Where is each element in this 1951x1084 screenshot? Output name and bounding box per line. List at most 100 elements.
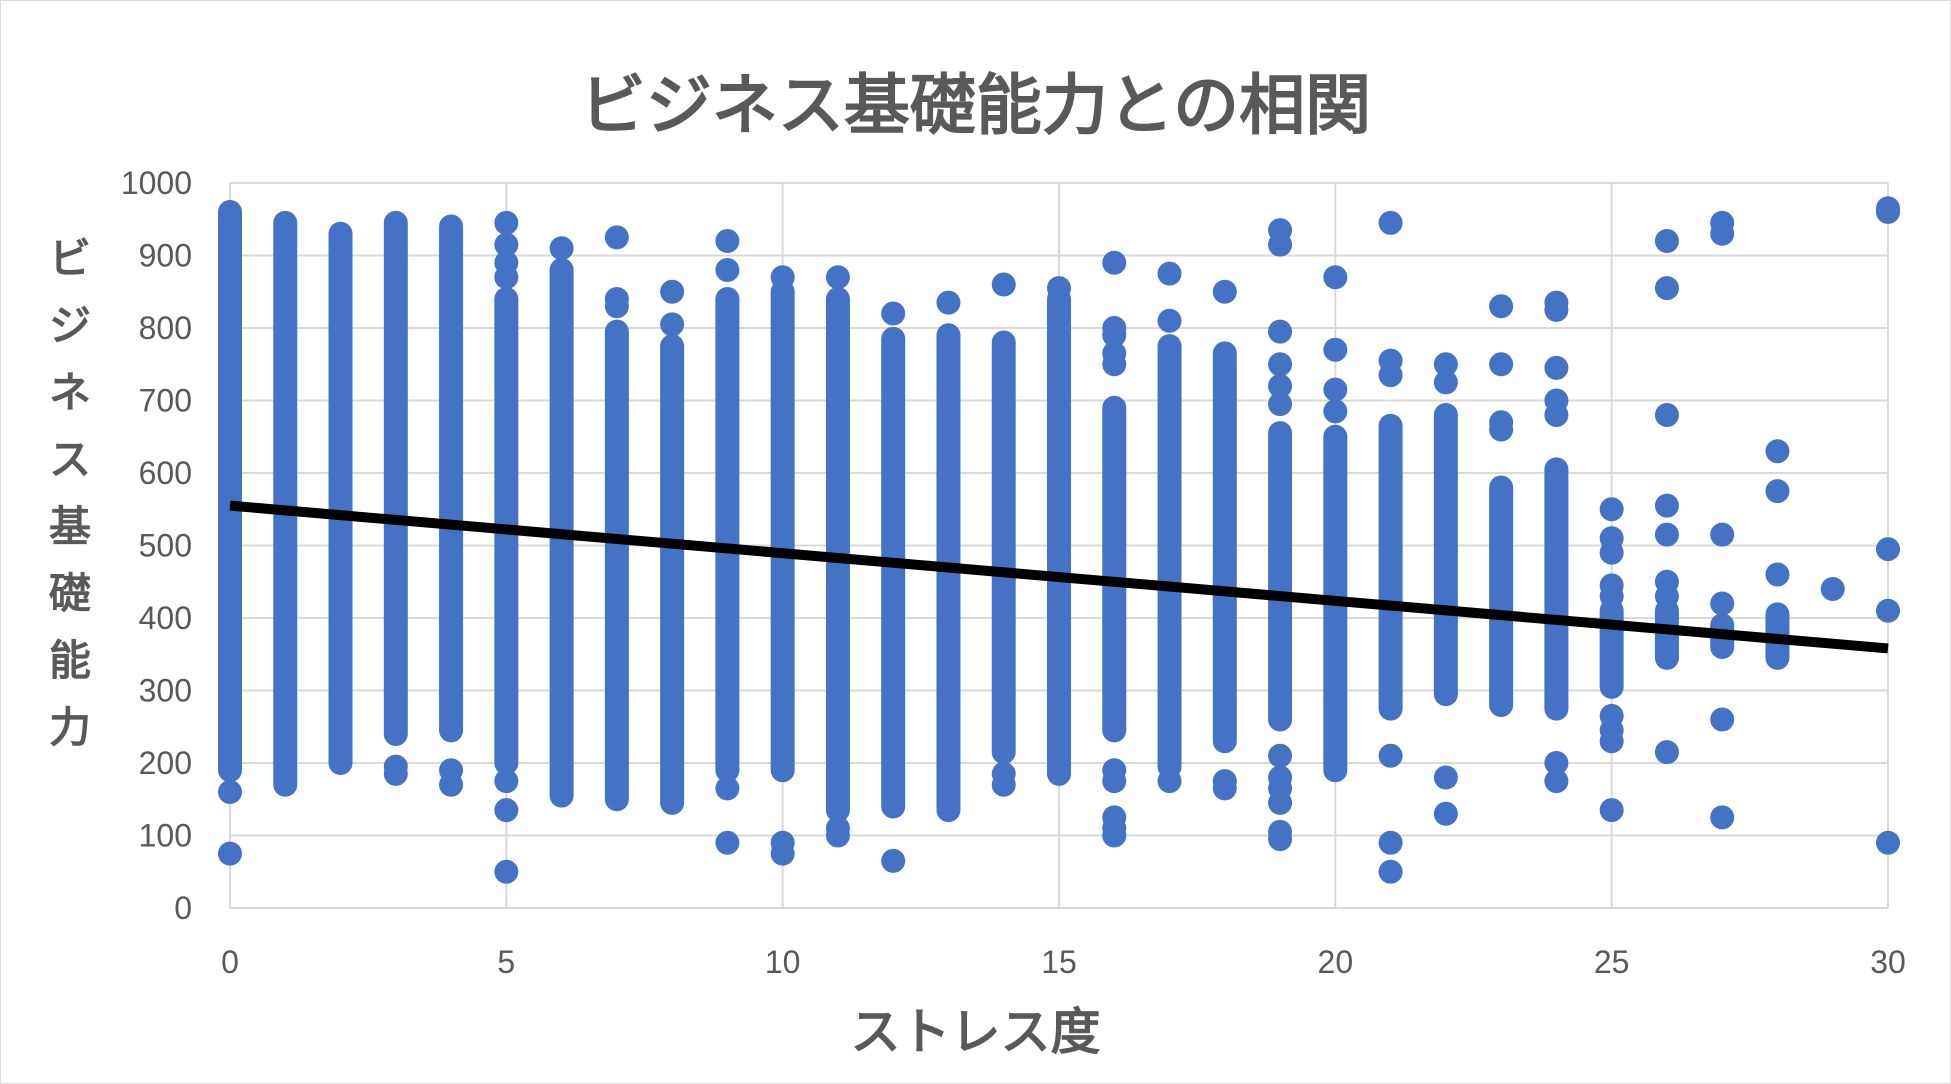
data-point	[1323, 377, 1348, 402]
data-point	[1654, 584, 1679, 609]
data-point	[1654, 403, 1679, 427]
data-point	[1157, 308, 1182, 333]
x-tick-label: 15	[1041, 944, 1077, 980]
data-point	[1433, 765, 1458, 790]
x-tick-label: 20	[1318, 944, 1354, 980]
y-tick-label: 0	[174, 890, 192, 926]
data-point	[1710, 221, 1735, 246]
y-tick-label: 500	[139, 528, 192, 564]
data-point	[1876, 830, 1900, 855]
data-point	[1268, 392, 1293, 417]
y-axis-label-char: 力	[48, 703, 91, 752]
data-point	[1323, 265, 1348, 290]
data-point	[1599, 729, 1624, 754]
x-tick-labels: 0 5 10 15 20 25 30	[221, 944, 1906, 980]
data-point	[1378, 363, 1403, 388]
y-tick-label: 600	[139, 455, 192, 491]
data-point	[1323, 399, 1348, 424]
data-point	[1599, 497, 1624, 522]
y-axis-label-char: ビ	[48, 234, 91, 283]
data-point	[715, 258, 740, 282]
x-tick-label: 5	[497, 944, 515, 980]
data-point	[494, 769, 519, 794]
y-tick-label: 1000	[121, 165, 192, 201]
data-point	[1268, 790, 1293, 815]
data-point	[1268, 827, 1293, 852]
y-tick-label: 300	[139, 673, 192, 709]
data-point	[715, 830, 740, 855]
y-tick-label: 200	[139, 745, 192, 781]
y-axis-label-char: 能	[48, 636, 91, 685]
y-tick-label: 900	[139, 238, 192, 274]
y-tick-label: 100	[139, 818, 192, 854]
y-axis-label-char: 基	[48, 502, 91, 551]
data-point	[1268, 232, 1293, 257]
data-point	[1654, 229, 1679, 253]
data-point	[825, 823, 850, 848]
x-tick-label: 30	[1870, 944, 1906, 980]
data-point	[1765, 439, 1790, 464]
data-point	[881, 848, 906, 873]
data-point	[1654, 493, 1679, 518]
data-point	[1268, 319, 1293, 344]
data-point	[494, 859, 519, 884]
data-point	[1212, 776, 1237, 801]
data-point	[1710, 522, 1735, 547]
data-point	[1710, 707, 1735, 732]
data-point	[1157, 769, 1182, 794]
data-point	[1599, 540, 1624, 565]
chart-title: ビジネス基礎能力との相関	[579, 67, 1372, 144]
data-point	[715, 229, 740, 253]
data-point	[1268, 352, 1293, 377]
data-point	[1654, 276, 1679, 301]
x-axis-label: ストレス度	[850, 1003, 1101, 1061]
data-point	[1433, 801, 1458, 826]
data-point	[1489, 352, 1514, 377]
data-point	[1102, 250, 1127, 275]
data-point	[1489, 417, 1514, 442]
y-axis-label: ビジネス基礎能力	[44, 225, 96, 761]
data-point	[549, 236, 574, 261]
y-axis-label-char: 礎	[48, 569, 91, 618]
data-point	[494, 798, 519, 823]
data-point	[1378, 743, 1403, 768]
data-point	[1433, 352, 1458, 377]
data-point	[991, 772, 1016, 797]
data-point	[1544, 769, 1569, 794]
x-tick-label: 10	[765, 944, 801, 980]
data-point	[1102, 323, 1127, 348]
data-point	[1544, 751, 1569, 775]
data-point	[604, 225, 629, 250]
y-tick-label: 700	[139, 383, 192, 419]
data-point	[1544, 403, 1569, 427]
data-point	[1544, 355, 1569, 380]
data-point	[1047, 276, 1071, 301]
data-point	[218, 780, 242, 804]
data-point	[1544, 297, 1569, 322]
data-point	[1489, 294, 1514, 319]
y-tick-labels: 0 100 200 300 400 500 600 700 800 900 1000	[121, 165, 192, 926]
data-point	[604, 294, 629, 319]
data-point	[1268, 374, 1293, 398]
data-point	[936, 290, 961, 315]
data-point	[770, 265, 795, 290]
data-point	[1710, 805, 1735, 830]
data-point	[1654, 522, 1679, 547]
x-tick-label: 0	[221, 944, 239, 980]
y-axis-label-char: ス	[48, 435, 91, 484]
trendline	[229, 500, 1889, 654]
x-tick-label: 25	[1594, 944, 1630, 980]
y-axis-label-char: ネ	[48, 368, 91, 417]
data-point	[991, 272, 1016, 297]
data-point	[1378, 210, 1403, 235]
data-point	[1765, 479, 1790, 504]
y-axis-label-char: ジ	[48, 301, 91, 350]
data-point	[1378, 859, 1403, 884]
y-tick-label: 400	[139, 600, 192, 636]
data-point	[881, 301, 906, 326]
data-point	[1599, 798, 1624, 823]
data-point	[1599, 584, 1624, 609]
data-point	[1212, 279, 1237, 304]
